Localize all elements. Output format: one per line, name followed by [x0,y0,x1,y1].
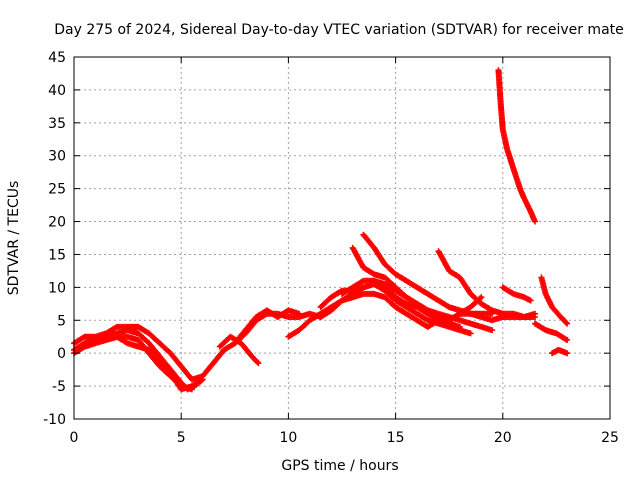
y-tick-label: 20 [48,215,66,231]
y-tick-label: 10 [48,280,66,296]
series-track-5 [216,333,262,367]
series-track-11 [349,244,485,324]
x-tick-label: 25 [601,430,619,446]
y-tick-label: 30 [48,149,66,165]
y-tick-label: 45 [48,50,66,66]
x-tick-label: 0 [70,430,79,446]
y-tick-label: 40 [48,83,66,99]
series-track-16 [532,320,571,343]
series-track-17 [538,274,571,327]
x-axis-ticks: 0 5 10 15 20 25 [70,57,619,446]
y-axis-ticks: -10 -5 0 5 10 15 20 25 30 35 40 45 [43,50,610,428]
data-point [532,310,538,317]
y-tick-label: -10 [43,412,66,428]
series-track-14 [495,67,538,225]
data-point [563,319,569,326]
data-point [564,350,571,357]
series-track-4 [71,333,195,393]
y-tick-label: -5 [52,379,66,395]
series-track-18 [549,346,571,357]
data-point [296,310,303,317]
y-tick-label: 5 [57,313,66,329]
series-track-13 [435,248,538,320]
series-track-12 [360,231,496,317]
y-tick-label: 35 [48,116,66,132]
data-point [254,359,261,365]
y-tick-label: 15 [48,247,66,263]
data-point [199,376,206,383]
data-point [564,320,571,327]
data-point [532,218,538,225]
series-track-15 [499,284,534,304]
data-point [489,327,496,334]
x-tick-label: 5 [177,430,186,446]
data-series [71,67,571,393]
y-axis-label: SDTVAR / TECUs [6,181,22,296]
data-point [255,360,262,367]
data-point [564,337,571,343]
x-tick-label: 10 [279,430,297,446]
data-point [467,330,474,337]
data-point [478,294,485,301]
chart-title: Day 275 of 2024, Sidereal Day-to-day VTE… [54,22,624,38]
data-point [456,323,463,330]
series-track-6 [231,307,303,347]
plot-frame [73,56,611,420]
data-point [527,297,534,304]
x-tick-label: 20 [494,430,512,446]
y-tick-label: 0 [57,346,66,362]
data-point [188,386,195,393]
x-axis-label: GPS time / hours [281,458,398,474]
x-tick-label: 15 [387,430,405,446]
y-tick-label: 25 [48,182,66,198]
